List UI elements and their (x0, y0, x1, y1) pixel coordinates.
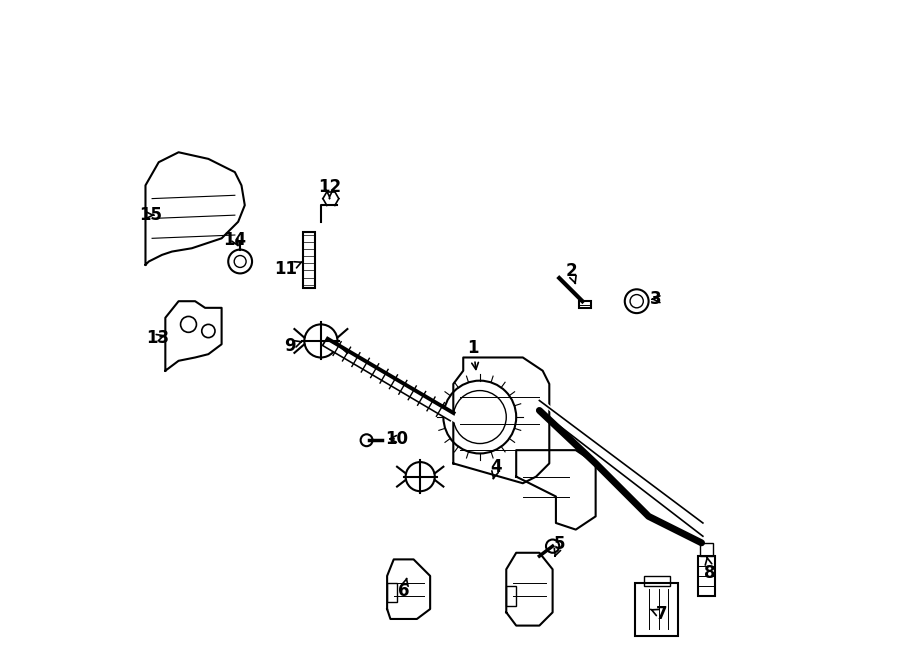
Text: 6: 6 (398, 579, 410, 600)
Bar (507, 586, 517, 606)
Text: 2: 2 (565, 262, 577, 283)
Text: 11: 11 (274, 260, 302, 278)
Text: 14: 14 (223, 230, 247, 249)
Text: 13: 13 (146, 328, 169, 347)
Text: 9: 9 (284, 336, 302, 355)
Bar (698, 556, 715, 596)
Text: 3: 3 (650, 290, 661, 308)
Text: 8: 8 (705, 557, 716, 582)
Bar (387, 583, 397, 602)
Text: 5: 5 (554, 535, 565, 556)
Bar (635, 583, 679, 636)
Bar (700, 543, 713, 556)
Text: 15: 15 (140, 206, 162, 224)
Text: 7: 7 (651, 605, 668, 624)
Bar (644, 576, 670, 586)
Text: 4: 4 (491, 457, 502, 479)
Text: 10: 10 (385, 430, 409, 448)
Bar (303, 232, 315, 288)
Bar (579, 301, 591, 308)
Text: 1: 1 (467, 338, 479, 369)
Text: 12: 12 (318, 177, 341, 199)
